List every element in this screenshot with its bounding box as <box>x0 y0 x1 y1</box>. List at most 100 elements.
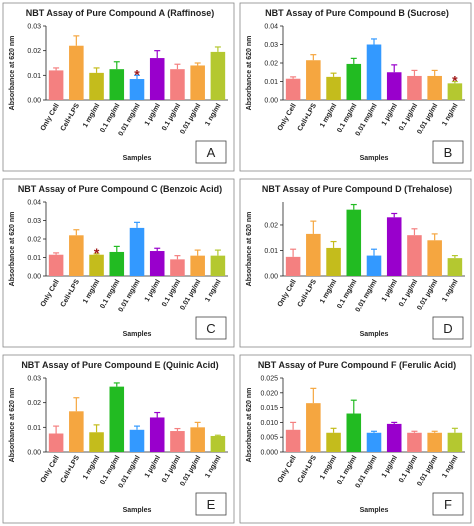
chart-title: NBT Assay of Pure Compound A (Raffinose) <box>26 8 215 18</box>
bar <box>149 417 165 452</box>
x-tick-label: Only Cell <box>277 278 298 308</box>
y-axis-label: Absorbance at 620 nm <box>246 36 253 111</box>
x-tick-label: 0.01 mg/ml <box>118 102 142 137</box>
x-tick-label: Only Cell <box>277 454 298 484</box>
x-tick-label: Cell+LPS <box>297 102 318 132</box>
y-axis-label: Absorbance at 620 nm <box>9 36 16 111</box>
panel-letter-box <box>195 316 227 340</box>
panel-frame <box>239 178 472 348</box>
y-tick-label: 0.015 <box>260 405 278 412</box>
bar <box>89 254 104 276</box>
y-tick-label: 0.04 <box>264 24 278 31</box>
panel-frame <box>2 354 235 524</box>
x-tick-label: Cell+LPS <box>297 278 318 308</box>
bar <box>129 429 145 452</box>
x-tick-label: 0.1 mg/ml <box>336 278 358 310</box>
x-tick-label: 1 ng/ml <box>441 278 459 303</box>
x-tick-label: 1 mg/ml <box>319 278 338 304</box>
bar <box>129 227 145 276</box>
x-tick-label: 0.1 µg/ml <box>161 278 182 308</box>
x-tick-label: 1 mg/ml <box>319 102 338 128</box>
y-tick-label: 0.03 <box>27 218 41 225</box>
x-tick-label: 0.1 mg/ml <box>336 102 358 134</box>
bar <box>285 429 301 452</box>
bar <box>170 69 185 100</box>
bar <box>407 432 422 452</box>
significance-marker: * <box>134 66 140 82</box>
y-axis-label: Absorbance at 620 nm <box>9 212 16 287</box>
bar <box>285 78 301 100</box>
x-axis-label: Samples <box>360 155 389 162</box>
x-tick-label: Cell+LPS <box>60 102 81 132</box>
bar <box>48 254 64 276</box>
bar <box>170 259 185 276</box>
x-tick-label: 0.01 µg/ml <box>179 278 202 311</box>
x-tick-label: 1 mg/ml <box>319 454 338 480</box>
panel-frame <box>2 178 235 348</box>
x-tick-label: 1 µg/ml <box>381 454 399 479</box>
x-tick-label: 1 ng/ml <box>204 102 222 127</box>
x-tick-label: 0.1 µg/ml <box>161 454 182 484</box>
bar <box>190 427 205 452</box>
panel-letter: B <box>444 145 453 160</box>
bar <box>89 432 104 452</box>
bar <box>210 51 226 100</box>
y-tick-label: 0.025 <box>260 376 278 383</box>
x-tick-label: 0.01 mg/ml <box>355 454 379 489</box>
y-tick-label: 0.00 <box>27 98 41 105</box>
bar <box>346 63 362 100</box>
y-tick-label: 0.01 <box>264 248 278 255</box>
y-tick-label: 0.01 <box>27 425 41 432</box>
x-tick-label: 1 ng/ml <box>204 454 222 479</box>
x-tick-label: 1 µg/ml <box>144 102 162 127</box>
y-tick-label: 0.005 <box>260 435 278 442</box>
bar <box>386 423 402 452</box>
bar <box>306 60 321 100</box>
significance-marker: * <box>94 245 100 261</box>
x-tick-label: 1 µg/ml <box>144 278 162 303</box>
x-tick-label: 1 ng/ml <box>204 278 222 303</box>
y-tick-label: 0.01 <box>264 79 278 86</box>
bar <box>366 44 382 100</box>
x-tick-label: 0.1 mg/ml <box>99 454 121 486</box>
x-tick-label: 0.1 µg/ml <box>398 102 419 132</box>
y-tick-label: 0.00 <box>27 450 41 457</box>
bar <box>109 251 125 276</box>
bar <box>48 70 64 100</box>
bar <box>190 255 205 276</box>
chart-title: NBT Assay of Pure Compound C (Benzoic Ac… <box>18 184 222 194</box>
panel-letter-box <box>432 492 464 516</box>
x-tick-label: 0.01 µg/ml <box>416 102 439 135</box>
bar <box>210 255 226 276</box>
y-tick-label: 0.010 <box>260 420 278 427</box>
y-tick-label: 0.01 <box>27 255 41 262</box>
x-tick-label: Only Cell <box>40 278 61 308</box>
x-tick-label: 1 ng/ml <box>441 102 459 127</box>
x-tick-label: 0.01 mg/ml <box>355 102 379 137</box>
x-tick-label: 0.01 µg/ml <box>416 278 439 311</box>
x-axis-label: Samples <box>123 507 152 514</box>
chart-title: NBT Assay of Pure Compound F (Ferulic Ac… <box>258 360 456 370</box>
panel-frame <box>239 354 472 524</box>
bar <box>69 45 84 100</box>
y-tick-label: 0.02 <box>264 222 278 229</box>
bar <box>210 435 226 452</box>
y-tick-label: 0.00 <box>264 98 278 105</box>
x-tick-label: 0.01 mg/ml <box>118 278 142 313</box>
bar <box>326 76 341 100</box>
bar <box>427 75 442 100</box>
panel-letter-box <box>432 140 464 164</box>
bar <box>190 65 205 100</box>
bar <box>407 235 422 276</box>
bar <box>129 79 145 100</box>
y-tick-label: 0.03 <box>264 42 278 49</box>
x-tick-label: 0.1 µg/ml <box>398 454 419 484</box>
bar <box>326 247 341 276</box>
y-tick-label: 0.03 <box>27 24 41 31</box>
x-tick-label: 1 mg/ml <box>82 278 101 304</box>
x-tick-label: Only Cell <box>277 102 298 132</box>
y-axis-label: Absorbance at 620 nm <box>9 388 16 463</box>
bar <box>69 411 84 452</box>
bar <box>285 256 301 276</box>
